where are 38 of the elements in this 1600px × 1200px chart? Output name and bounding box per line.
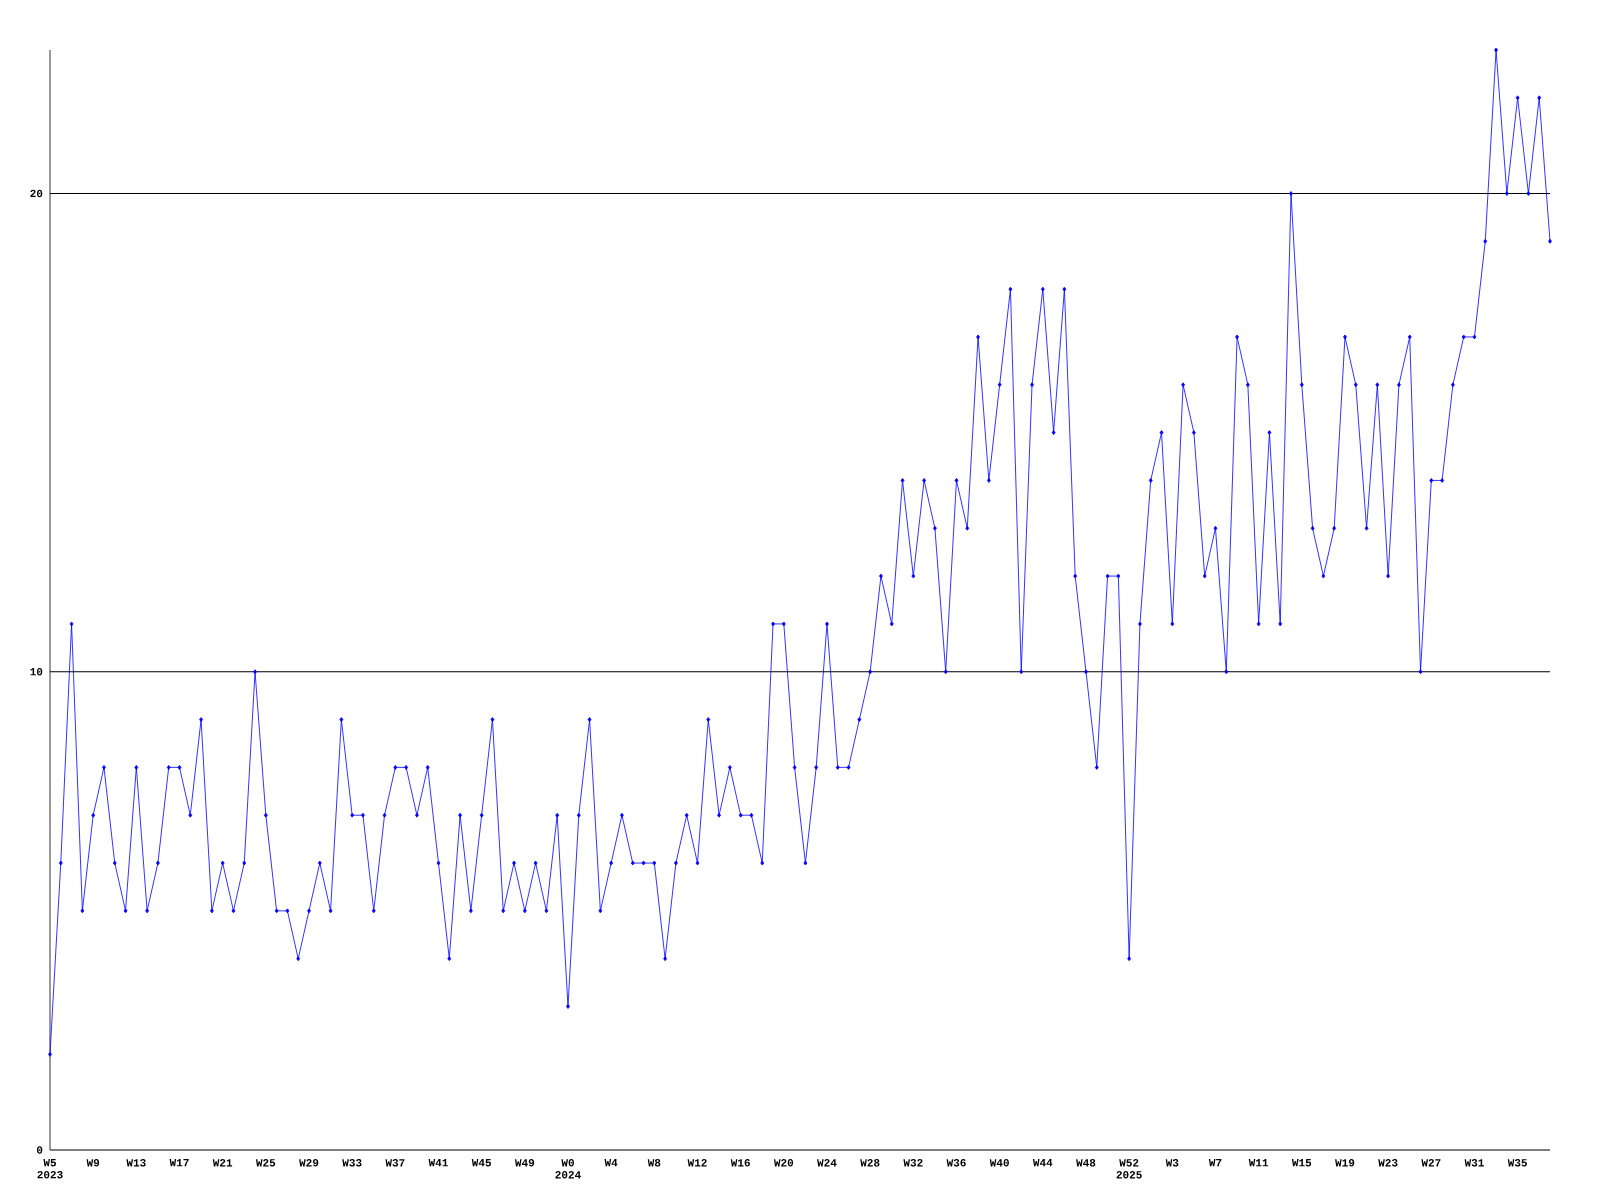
y-tick-label: 10 [30, 667, 43, 676]
x-tick-label: W4 [604, 1159, 618, 1167]
x-tick-label: W12 [687, 1159, 707, 1167]
x-tick-label: W36 [946, 1159, 966, 1167]
x-tick-label: W19 [1335, 1159, 1355, 1167]
x-tick-label: W0 2024 [555, 1159, 581, 1179]
y-tick-label: 20 [30, 189, 43, 198]
y-tick-label: 0 [36, 1146, 43, 1154]
x-tick-label: W45 [471, 1159, 491, 1167]
x-tick-label: W3 [1165, 1159, 1179, 1167]
x-tick-label: W11 [1248, 1159, 1269, 1167]
x-tick-label: W32 [903, 1159, 923, 1167]
x-tick-label: W24 [817, 1159, 837, 1167]
x-tick-label: W35 [1507, 1159, 1527, 1167]
x-tick-label: W13 [126, 1159, 146, 1167]
x-tick-label: W33 [342, 1159, 362, 1167]
x-tick-label: W44 [1032, 1159, 1053, 1167]
x-tick-label: W31 [1464, 1159, 1484, 1167]
x-tick-label: W52 2025 [1116, 1159, 1142, 1179]
x-tick-label: W15 [1291, 1159, 1312, 1167]
x-tick-label: W23 [1378, 1159, 1398, 1167]
x-tick-label: W49 [514, 1159, 535, 1167]
x-tick-label: W21 [212, 1159, 233, 1167]
x-tick-label: W27 [1421, 1159, 1441, 1167]
x-tick-label: W9 [86, 1159, 100, 1167]
x-tick-label: W17 [169, 1159, 189, 1167]
x-tick-label: W25 [255, 1159, 276, 1167]
x-tick-label: W28 [860, 1159, 880, 1167]
x-tick-label: W48 [1076, 1159, 1096, 1167]
x-tick-label: W5 2023 [37, 1159, 63, 1179]
x-tick-label: W16 [730, 1159, 750, 1167]
x-tick-label: W8 [647, 1159, 661, 1167]
x-tick-label: W40 [989, 1159, 1009, 1167]
x-tick-label: W20 [773, 1159, 794, 1167]
x-tick-label: W37 [385, 1159, 405, 1167]
x-tick-label: W7 [1208, 1159, 1222, 1167]
x-tick-label: W29 [299, 1159, 319, 1167]
x-tick-label: W41 [428, 1159, 448, 1167]
